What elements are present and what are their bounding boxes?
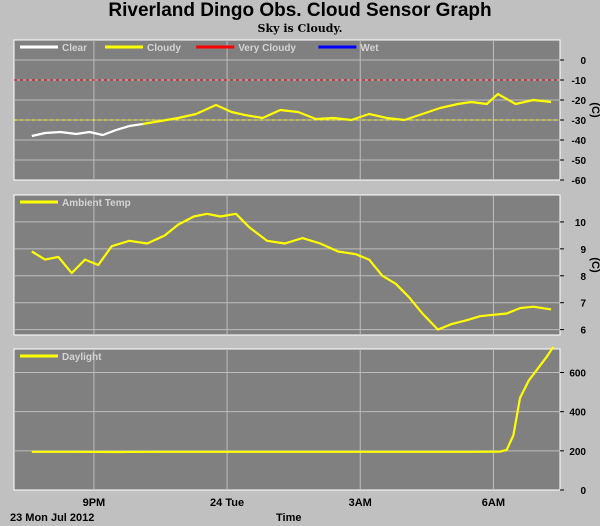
- x-tick-label: 24 Tue: [210, 497, 244, 509]
- plot-area: [13, 194, 561, 336]
- series-line: [31, 212, 552, 331]
- y-tick-label: 10: [575, 218, 587, 229]
- chart-subtitle: Sky is Cloudy.: [257, 22, 343, 35]
- x-tick-label: 6AM: [482, 497, 505, 509]
- y-tick-label: 600: [569, 369, 586, 380]
- y-tick-label: 6: [580, 326, 586, 337]
- y-tick-label: -20: [572, 96, 587, 107]
- y-tick-label: -50: [572, 156, 587, 167]
- x-tick-label: 9PM: [83, 497, 106, 509]
- y-tick-label: 9: [580, 245, 586, 256]
- y-tick-label: 7: [580, 299, 586, 310]
- x-axis-title: Time: [276, 512, 302, 524]
- y-tick-label: 400: [569, 408, 586, 419]
- y-tick-label: -60: [572, 176, 587, 187]
- y-axis-label: (C): [589, 257, 600, 273]
- y-tick-label: 8: [580, 272, 586, 283]
- x-tick-label: 3AM: [349, 497, 372, 509]
- legend-label: Clear: [62, 43, 87, 54]
- y-tick-label: -40: [572, 136, 587, 147]
- y-tick-label: 0: [580, 486, 586, 497]
- y-axis-label: (C): [589, 102, 600, 118]
- legend-label: Wet: [360, 43, 379, 54]
- y-tick-label: -10: [572, 76, 587, 87]
- legend-label: Very Cloudy: [238, 43, 296, 54]
- chart-title: Riverland Dingo Obs. Cloud Sensor Graph: [108, 0, 492, 21]
- y-tick-label: 200: [569, 447, 586, 458]
- legend-label: Ambient Temp: [62, 198, 131, 209]
- series-line: [31, 346, 555, 454]
- series-line: [142, 92, 552, 126]
- y-tick-label: 0: [580, 56, 586, 67]
- legend-label: Daylight: [62, 352, 102, 363]
- y-tick-label: -30: [572, 116, 587, 127]
- legend-label: Cloudy: [147, 43, 181, 54]
- date-label: 23 Mon Jul 2012: [10, 512, 95, 524]
- series-line: [31, 122, 143, 138]
- plot-area: [13, 348, 561, 491]
